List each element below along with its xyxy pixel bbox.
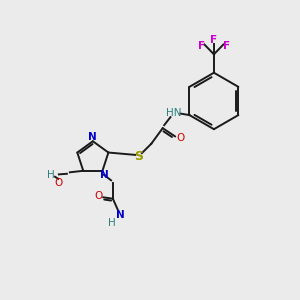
Text: H: H (108, 218, 116, 227)
Text: F: F (223, 41, 230, 51)
Text: N: N (116, 210, 125, 220)
Text: S: S (134, 150, 143, 163)
Text: O: O (54, 178, 62, 188)
Text: F: F (210, 35, 218, 45)
Text: N: N (88, 132, 97, 142)
Text: F: F (198, 41, 205, 51)
Text: N: N (100, 170, 108, 180)
Text: HN: HN (166, 108, 182, 118)
Text: H: H (47, 170, 54, 180)
Text: O: O (94, 191, 103, 201)
Text: O: O (176, 133, 185, 143)
